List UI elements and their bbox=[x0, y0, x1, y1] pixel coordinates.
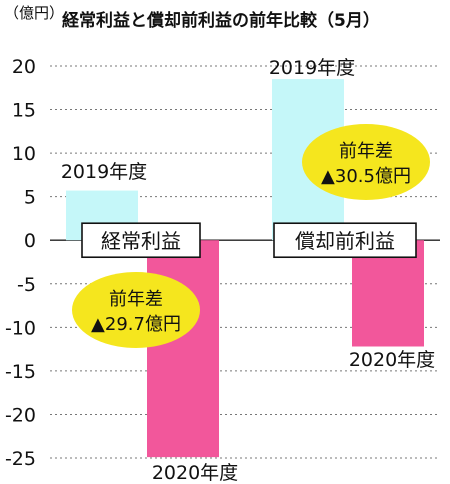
y-tick-label: 5 bbox=[24, 187, 36, 209]
bar-label-2020: 2020年度 bbox=[349, 349, 435, 371]
chart-title: 経常利益と償却前利益の前年比較（5月） bbox=[62, 11, 380, 31]
y-axis-ticks: 20 15 10 5 0 -5 -10 -15 -20 -25 bbox=[5, 56, 36, 470]
y-unit-label: （億円） bbox=[4, 4, 65, 22]
y-tick-label: -20 bbox=[5, 404, 36, 426]
y-tick-label: 0 bbox=[24, 230, 36, 252]
y-tick-label: 20 bbox=[12, 56, 36, 78]
annotation-bubble bbox=[302, 124, 430, 200]
annotation-bubble bbox=[72, 272, 200, 348]
y-tick-label: -15 bbox=[5, 361, 36, 383]
category-label: 経常利益 bbox=[101, 229, 181, 253]
annotation-line2: ▲30.5億円 bbox=[321, 166, 411, 187]
bar-label-2019: 2019年度 bbox=[269, 57, 355, 79]
y-tick-label: 15 bbox=[12, 100, 36, 122]
bar-2020 bbox=[147, 240, 219, 458]
annotation-line1: 前年差 bbox=[109, 289, 163, 310]
y-tick-label: 10 bbox=[12, 143, 36, 165]
bar-label-2019: 2019年度 bbox=[61, 161, 147, 183]
y-tick-label: -5 bbox=[17, 274, 36, 296]
bar-label-2020: 2020年度 bbox=[152, 462, 238, 484]
annotation-line2: ▲29.7億円 bbox=[91, 314, 181, 335]
y-tick-label: -25 bbox=[5, 448, 36, 470]
annotation-line1: 前年差 bbox=[339, 141, 393, 162]
category-label: 償却前利益 bbox=[295, 229, 395, 253]
category-label-box bbox=[273, 222, 417, 259]
y-tick-label: -10 bbox=[5, 317, 36, 339]
category-label-box bbox=[81, 222, 201, 259]
